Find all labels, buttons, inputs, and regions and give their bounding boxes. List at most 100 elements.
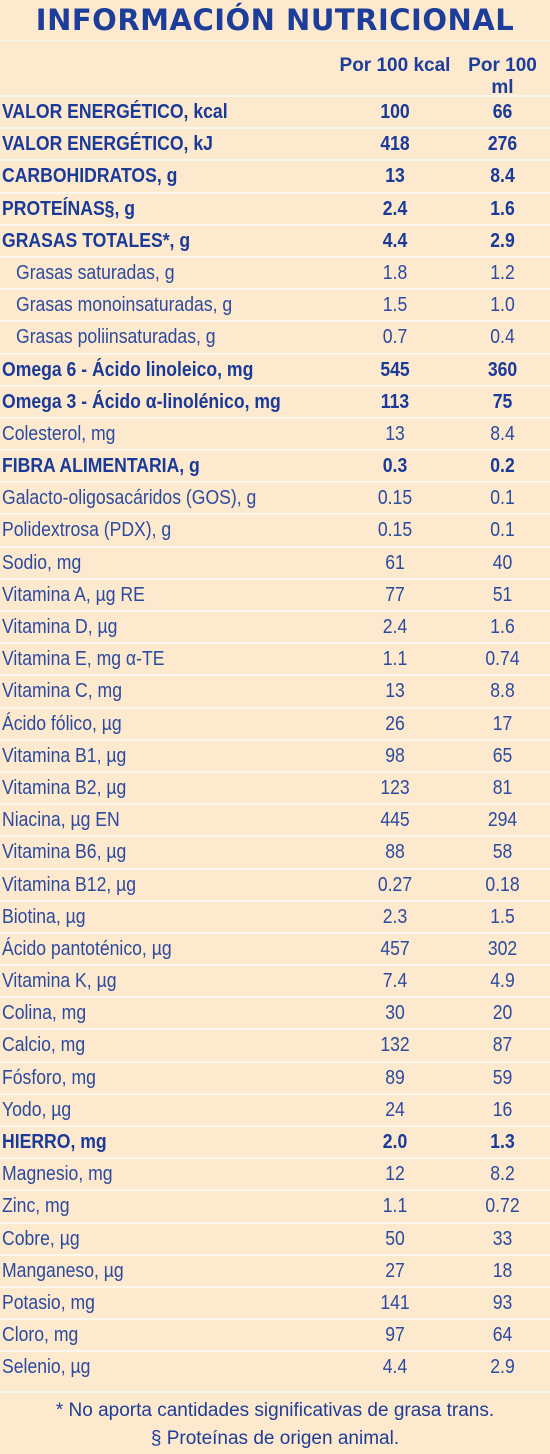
- table-row: Vitamina C, mg 13 8.8: [0, 674, 550, 706]
- value-per-100-ml: 75: [492, 390, 513, 413]
- value-per-100-ml: 0.1: [490, 519, 515, 542]
- value-per-100-ml: 302: [487, 937, 518, 960]
- value-per-100-ml: 294: [487, 809, 518, 832]
- value-per-100-kcal: 2.4: [382, 616, 408, 638]
- value-per-100-ml: 4.9: [490, 970, 515, 993]
- table-row: Manganeso, µg 27 18: [0, 1253, 550, 1286]
- value-per-100-ml: 8.2: [490, 1163, 515, 1186]
- value-per-100-kcal: 113: [380, 390, 410, 413]
- table-row: Vitamina B1, µg 98 65: [0, 738, 550, 771]
- nutrient-label: Omega 6 - Ácido linoleico, mg: [2, 358, 254, 381]
- table-row: Sodio, mg 61 40: [0, 545, 550, 578]
- value-per-100-ml: 0.4: [490, 326, 515, 349]
- value-per-100-ml: 1.3: [490, 1131, 515, 1153]
- value-per-100-ml: 8.8: [490, 680, 515, 703]
- value-per-100-kcal: 0.7: [382, 326, 408, 349]
- value-per-100-ml: 40: [492, 551, 513, 574]
- table-row: Vitamina D, µg 2.4 1.6: [0, 610, 550, 642]
- value-per-100-kcal: 0.3: [382, 455, 408, 478]
- nutrient-label: Fósforo, mg: [2, 1066, 96, 1089]
- table-row: Fósforo, mg 89 59: [0, 1060, 550, 1093]
- value-per-100-kcal: 24: [385, 1098, 405, 1121]
- value-per-100-kcal: 141: [380, 1291, 410, 1314]
- value-per-100-ml: 66: [492, 101, 513, 123]
- value-per-100-ml: 64: [492, 1324, 513, 1347]
- nutrient-label: Magnesio, mg: [2, 1163, 113, 1186]
- value-per-100-kcal: 457: [380, 937, 410, 960]
- nutrient-label: Calcio, mg: [2, 1034, 86, 1057]
- table-row: Calcio, mg 132 87: [0, 1028, 550, 1060]
- value-per-100-kcal: 1.1: [382, 648, 408, 671]
- value-per-100-ml: 1.6: [490, 197, 515, 220]
- nutrient-label: Vitamina B12, µg: [2, 873, 137, 896]
- table-row: Biotina, µg 2.3 1.5: [0, 899, 550, 932]
- nutrition-table: VALOR ENERGÉTICO, kcal 100 66 VALOR ENERGÉT…: [0, 95, 550, 1383]
- table-row: PROTEÍNAS§, g 2.4 1.6: [0, 191, 550, 224]
- nutrient-label: Vitamina A, µg RE: [2, 583, 145, 606]
- table-row: Yodo, µg 24 16: [0, 1092, 550, 1125]
- value-per-100-kcal: 445: [380, 809, 410, 832]
- value-per-100-ml: 0.72: [485, 1195, 520, 1218]
- value-per-100-ml: 51: [492, 583, 513, 606]
- value-per-100-ml: 87: [492, 1034, 513, 1057]
- value-per-100-ml: 59: [492, 1066, 513, 1089]
- nutrient-label: Cloro, mg: [2, 1324, 79, 1347]
- nutrient-label: Cobre, µg: [2, 1227, 80, 1250]
- footnotes: * No aporta cantidades significativas de…: [0, 1391, 550, 1453]
- nutrient-label: Grasas poliinsaturadas, g: [16, 326, 216, 349]
- column-header-per-100-kcal: Por 100 kcal: [339, 55, 451, 76]
- value-per-100-ml: 17: [492, 712, 513, 735]
- nutrient-label: Galacto-oligosacáridos (GOS), g: [2, 487, 257, 510]
- table-row: Cloro, mg 97 64: [0, 1318, 550, 1350]
- value-per-100-ml: 360: [487, 358, 518, 381]
- table-row: FIBRA ALIMENTARIA, g 0.3 0.2: [0, 449, 550, 481]
- value-per-100-kcal: 98: [385, 744, 405, 767]
- value-per-100-kcal: 50: [385, 1227, 405, 1250]
- value-per-100-kcal: 1.5: [382, 294, 408, 317]
- value-per-100-kcal: 13: [385, 422, 405, 445]
- nutrient-label: VALOR ENERGÉTICO, kcal: [2, 101, 228, 123]
- nutrient-label: Niacina, µg EN: [2, 809, 120, 832]
- value-per-100-ml: 0.1: [490, 487, 515, 510]
- nutrient-label: Vitamina B2, µg: [2, 776, 127, 799]
- table-row: Colesterol, mg 13 8.4: [0, 416, 550, 449]
- nutrient-label: Yodo, µg: [2, 1098, 72, 1121]
- table-row: Magnesio, mg 12 8.2: [0, 1157, 550, 1189]
- nutrient-label: Vitamina C, mg: [2, 680, 122, 703]
- value-per-100-kcal: 89: [385, 1066, 405, 1089]
- nutrient-label: Biotina, µg: [2, 905, 86, 928]
- table-row: Vitamina A, µg RE 77 51: [0, 577, 550, 610]
- value-per-100-ml: 81: [492, 776, 513, 799]
- value-per-100-kcal: 88: [385, 841, 405, 864]
- value-per-100-kcal: 0.15: [377, 487, 413, 510]
- value-per-100-kcal: 61: [385, 551, 405, 574]
- value-per-100-kcal: 100: [380, 101, 410, 123]
- column-header: Por 100 kcal Por 100 ml: [0, 40, 550, 98]
- value-per-100-kcal: 2.3: [382, 905, 408, 928]
- nutrient-label: CARBOHIDRATOS, g: [2, 165, 178, 188]
- table-row: Cobre, µg 50 33: [0, 1221, 550, 1254]
- page-title: INFORMACIÓN NUTRICIONAL: [35, 3, 515, 37]
- table-row: Vitamina B6, µg 88 58: [0, 835, 550, 867]
- value-per-100-ml: 16: [492, 1098, 513, 1121]
- table-row: GRASAS TOTALES*, g 4.4 2.9: [0, 223, 550, 256]
- value-per-100-kcal: 97: [385, 1324, 405, 1347]
- footnote-protein: § Proteínas de origen animal.: [150, 1428, 400, 1449]
- value-per-100-ml: 0.2: [490, 455, 515, 478]
- table-row: Grasas poliinsaturadas, g 0.7 0.4: [0, 320, 550, 352]
- nutrient-label: Vitamina E, mg α-TE: [2, 648, 165, 671]
- table-row: HIERRO, mg 2.0 1.3: [0, 1125, 550, 1157]
- nutrient-label: Ácido fólico, µg: [2, 712, 122, 735]
- nutrient-label: HIERRO, mg: [2, 1131, 107, 1153]
- value-per-100-ml: 1.5: [490, 905, 515, 928]
- column-header-per-100-ml: Por 100 ml: [468, 55, 537, 98]
- table-row: Omega 6 - Ácido linoleico, mg 545 360: [0, 352, 550, 385]
- value-per-100-kcal: 1.1: [382, 1195, 408, 1218]
- value-per-100-kcal: 12: [385, 1163, 405, 1186]
- value-per-100-kcal: 0.15: [377, 519, 413, 542]
- nutrient-label: VALOR ENERGÉTICO, kJ: [2, 133, 213, 156]
- table-row: VALOR ENERGÉTICO, kcal 100 66: [0, 95, 550, 127]
- value-per-100-ml: 0.74: [485, 648, 520, 671]
- nutrient-label: FIBRA ALIMENTARIA, g: [2, 455, 200, 478]
- table-row: Vitamina E, mg α-TE 1.1 0.74: [0, 642, 550, 674]
